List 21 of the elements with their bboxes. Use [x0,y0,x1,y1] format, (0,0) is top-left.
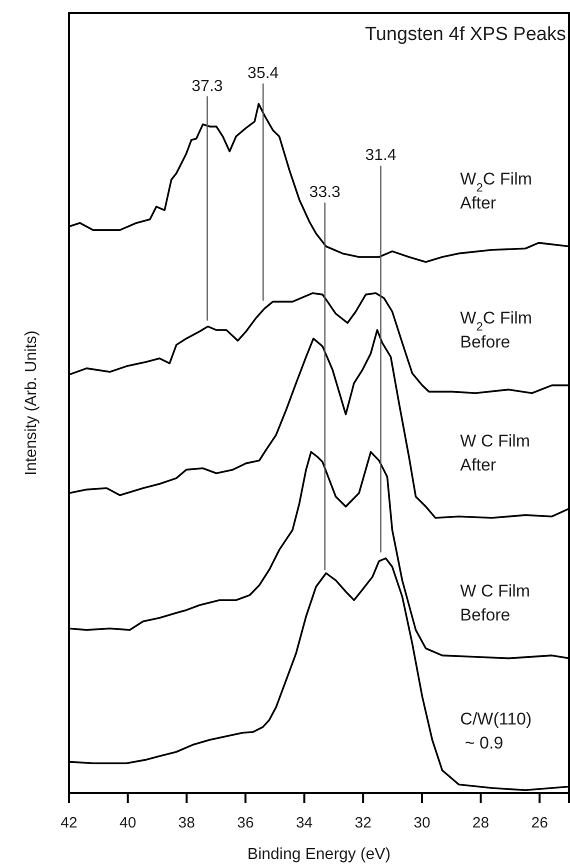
x-tick-label: 28 [472,814,490,832]
x-tick-label: 38 [178,814,195,832]
chart-title: Tungsten 4f XPS Peaks [364,24,566,45]
series-label: C/W(110) ~ 0.9 [460,710,532,753]
x-tick-label: 32 [354,814,372,832]
series-label: W$_{2}$C Film After [460,169,532,212]
annotation: 33.3 [309,184,341,202]
annotation: 37.3 [192,78,223,95]
annotation: 35.4 [248,65,279,82]
y-axis-title: Intensity (Arb. Units) [23,330,40,476]
text: W$_{2}$C Film Before [460,308,532,352]
x-tick-label: 34 [296,814,313,832]
x-axis-title: Binding Energy (eV) [247,846,391,863]
annotation: 31.4 [365,147,396,164]
x-tick-label: 42 [60,814,78,832]
x-tick-label: 30 [414,814,430,832]
x-tick-label: 40 [119,814,136,832]
text: W C Film After [460,432,530,475]
x-tick-label: 26 [531,814,548,832]
series-label: W C Film Before [460,581,530,624]
x-tick-label: 36 [237,814,254,832]
